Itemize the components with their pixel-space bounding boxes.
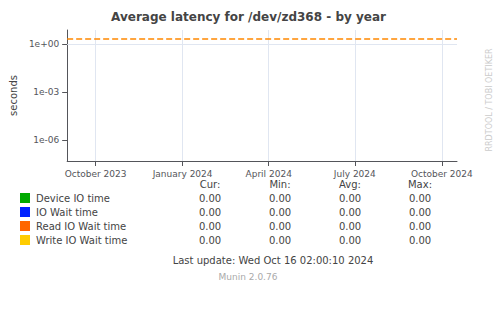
svg-text:0.00: 0.00 bbox=[269, 207, 291, 218]
svg-text:0.00: 0.00 bbox=[409, 193, 431, 204]
svg-text:0.00: 0.00 bbox=[409, 207, 431, 218]
svg-text:RRDTOOL / TOBI OETIKER: RRDTOOL / TOBI OETIKER bbox=[485, 48, 494, 151]
svg-text:Device IO time: Device IO time bbox=[36, 193, 110, 204]
svg-text:January 2024: January 2024 bbox=[152, 169, 213, 179]
svg-text:April 2024: April 2024 bbox=[246, 169, 293, 179]
svg-text:Read IO Wait time: Read IO Wait time bbox=[36, 221, 126, 232]
svg-text:0.00: 0.00 bbox=[339, 221, 361, 232]
svg-text:Max:: Max: bbox=[408, 179, 432, 190]
svg-text:0.00: 0.00 bbox=[269, 235, 291, 246]
svg-text:1e+00: 1e+00 bbox=[29, 39, 60, 49]
svg-text:0.00: 0.00 bbox=[269, 193, 291, 204]
svg-text:1e-03: 1e-03 bbox=[33, 87, 59, 97]
svg-text:Munin 2.0.76: Munin 2.0.76 bbox=[219, 272, 278, 282]
svg-text:0.00: 0.00 bbox=[339, 235, 361, 246]
svg-text:0.00: 0.00 bbox=[339, 207, 361, 218]
svg-text:July 2024: July 2024 bbox=[333, 169, 376, 179]
svg-text:0.00: 0.00 bbox=[199, 235, 221, 246]
svg-text:0.00: 0.00 bbox=[339, 193, 361, 204]
svg-text:Average latency for /dev/zd368: Average latency for /dev/zd368 - by year bbox=[111, 10, 386, 24]
svg-text:IO Wait time: IO Wait time bbox=[36, 207, 98, 218]
svg-text:0.00: 0.00 bbox=[199, 207, 221, 218]
svg-text:Write IO Wait time: Write IO Wait time bbox=[36, 235, 127, 246]
svg-text:1e-06: 1e-06 bbox=[33, 135, 59, 145]
svg-text:0.00: 0.00 bbox=[269, 221, 291, 232]
svg-text:Avg:: Avg: bbox=[339, 179, 361, 190]
svg-text:October 2023: October 2023 bbox=[65, 169, 127, 179]
svg-text:Cur:: Cur: bbox=[200, 179, 221, 190]
svg-text:0.00: 0.00 bbox=[199, 221, 221, 232]
svg-text:0.00: 0.00 bbox=[409, 235, 431, 246]
svg-text:0.00: 0.00 bbox=[199, 193, 221, 204]
svg-text:seconds: seconds bbox=[8, 75, 19, 116]
svg-text:0.00: 0.00 bbox=[409, 221, 431, 232]
svg-text:Min:: Min: bbox=[269, 179, 290, 190]
svg-text:October 2024: October 2024 bbox=[411, 169, 473, 179]
svg-text:Last update: Wed Oct 16 02:00:: Last update: Wed Oct 16 02:00:10 2024 bbox=[173, 255, 374, 266]
